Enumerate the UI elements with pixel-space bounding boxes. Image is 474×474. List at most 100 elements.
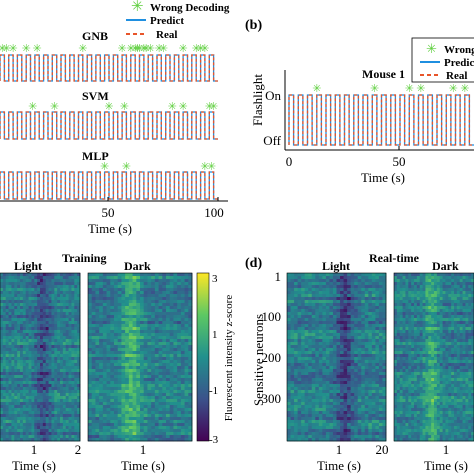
- training-dark-cell: [158, 327, 163, 331]
- realtime-light-cell: [311, 336, 316, 340]
- training-light-cell: [71, 366, 75, 370]
- realtime-dark-cell: [422, 282, 426, 286]
- realtime-light-cell: [347, 414, 352, 418]
- training-light-cell: [2, 324, 7, 328]
- gnb-wrong-marker: ✳: [159, 43, 168, 55]
- realtime-light-cell: [315, 348, 320, 352]
- realtime-dark-cell: [425, 282, 429, 286]
- training-dark-cell: [140, 402, 145, 406]
- training-light-cell: [37, 411, 41, 415]
- realtime-light-cell: [325, 276, 330, 280]
- training-dark-cell: [151, 303, 156, 307]
- realtime-light-cell: [354, 273, 359, 277]
- realtime-light-cell: [318, 378, 323, 382]
- training-dark-cell: [88, 357, 93, 361]
- realtime-light-cell: [378, 357, 383, 361]
- training-light-cell: [2, 438, 7, 442]
- training-light-cell: [22, 309, 27, 313]
- training-dark-cell: [95, 420, 100, 424]
- training-dark-cell: [154, 363, 159, 367]
- training-dark-cell: [136, 288, 141, 292]
- training-light-cell: [68, 384, 72, 388]
- training-light-cell: [51, 339, 55, 343]
- training-dark-cell: [110, 354, 115, 358]
- training-dark-cell: [177, 426, 182, 430]
- training-dark-cell: [154, 423, 159, 427]
- realtime-light-cell: [357, 411, 362, 415]
- realtime-dark-cell: [439, 285, 443, 289]
- training-light-cell: [65, 429, 69, 433]
- realtime-light-cell: [297, 366, 302, 370]
- training-light-cell: [14, 414, 18, 418]
- training-light-cell: [8, 315, 12, 319]
- training-light-cell: [60, 375, 64, 379]
- training-light-cell: [14, 360, 18, 364]
- training-light-cell: [28, 402, 32, 406]
- training-dark-cell: [158, 285, 163, 289]
- training-light-cell: [54, 360, 58, 364]
- realtime-light-cell: [287, 324, 291, 328]
- training-light-cell: [62, 402, 67, 406]
- training-dark-cell: [147, 438, 152, 442]
- realtime-light-cell: [304, 438, 309, 442]
- training-dark-cell: [117, 372, 122, 376]
- realtime-light-cell: [311, 345, 316, 349]
- realtime-light-cell: [315, 324, 320, 328]
- training-light-cell: [25, 435, 29, 439]
- training-dark-cell: [99, 396, 104, 400]
- realtime-light-cell: [311, 315, 316, 319]
- training-dark-cell: [162, 429, 167, 433]
- realtime-light-cell: [297, 396, 302, 400]
- training-light-cell: [28, 351, 32, 355]
- training-dark-cell: [99, 423, 104, 427]
- training-light-cell: [65, 342, 69, 346]
- training-light-cell: [74, 366, 78, 370]
- training-light-cell: [11, 336, 15, 340]
- training-light-cell: [14, 423, 18, 427]
- realtime-light-cell: [308, 327, 313, 331]
- training-dark-cell: [188, 306, 193, 310]
- training-light-cell: [51, 345, 55, 349]
- training-dark-cell: [147, 387, 152, 391]
- svm-wrong-marker: ✳: [205, 101, 214, 113]
- realtime-dark-cell: [416, 276, 421, 280]
- realtime-light-cell: [368, 297, 373, 301]
- training-light-cell: [45, 387, 49, 391]
- training-dark-cell: [154, 360, 159, 364]
- training-light-cell: [11, 390, 15, 394]
- training-light-cell: [77, 429, 81, 433]
- realtime-light-cell: [354, 318, 359, 322]
- realtime-light-cell: [378, 423, 383, 427]
- training-light-cell: [60, 282, 64, 286]
- realtime-light-cell: [371, 423, 376, 427]
- training-light-cell: [65, 396, 69, 400]
- training-light-cell: [42, 369, 47, 373]
- realtime-light-cell: [382, 411, 387, 415]
- training-light-cell: [57, 375, 61, 379]
- training-light-cell: [8, 351, 12, 355]
- training-dark-cell: [184, 360, 189, 364]
- training-light-cell: [20, 414, 24, 418]
- realtime-light-cell: [315, 399, 320, 403]
- training-light-cell: [60, 276, 64, 280]
- training-dark-cell: [184, 285, 189, 289]
- training-light-cell: [45, 276, 49, 280]
- training-dark-cell: [132, 291, 137, 295]
- realtime-light-cell: [343, 354, 348, 358]
- training-dark-cell: [114, 399, 119, 403]
- training-dark-cell: [180, 390, 185, 394]
- training-dark-cell: [95, 333, 100, 337]
- training-light-cell: [8, 309, 12, 313]
- training-light-cell: [65, 354, 69, 358]
- training-dark-cell: [158, 390, 163, 394]
- training-dark-cell: [177, 285, 182, 289]
- training-dark-cell: [184, 303, 189, 307]
- realtime-light-cell: [311, 363, 316, 367]
- training-dark-cell: [95, 378, 100, 382]
- realtime-light-cell: [347, 366, 352, 370]
- training-light-cell: [5, 357, 9, 361]
- training-dark-cell: [117, 405, 122, 409]
- realtime-light-cell: [354, 291, 359, 295]
- training-light-cell: [71, 372, 75, 376]
- training-light-cell: [0, 372, 4, 376]
